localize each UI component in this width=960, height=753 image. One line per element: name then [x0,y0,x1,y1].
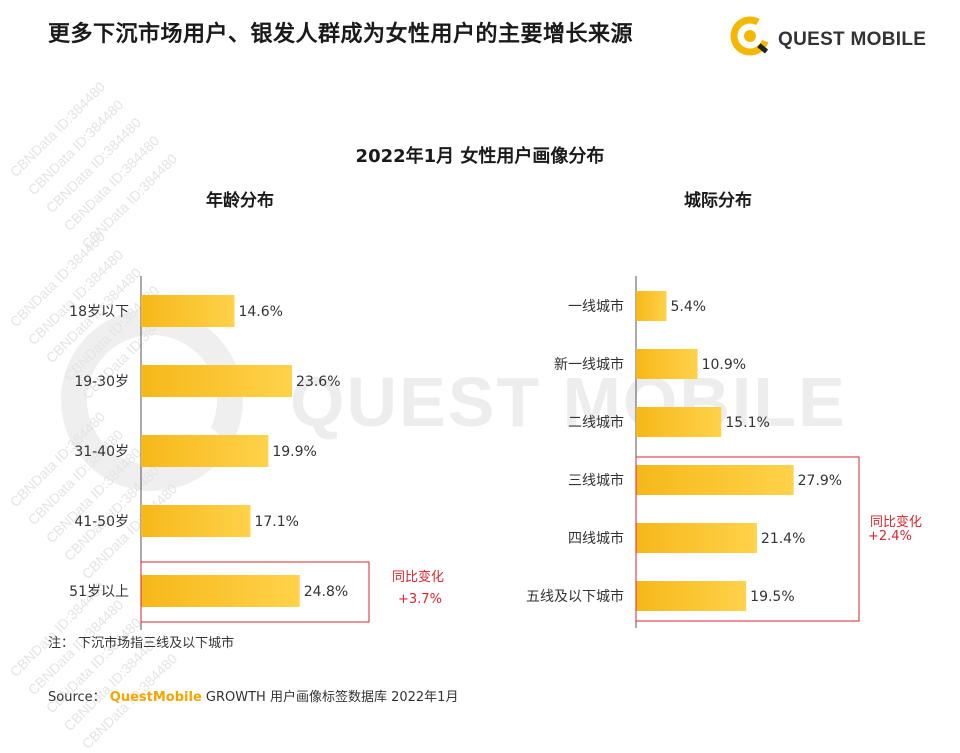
value-label: 23.6% [296,374,340,390]
logo-text: QUEST MOBILE [778,29,927,50]
bar [141,505,251,537]
age-yoy-label: 同比变化 [392,570,445,585]
bar [636,291,667,321]
category-label: 四线城市 [568,530,624,547]
logo-icon [730,16,770,56]
city-bar-chart: 一线城市 5.4% 新一线城市 10.9% 二线城市 15.1% 三线城市 27.9% 四线城市… [526,276,860,628]
value-label: 5.4% [671,299,707,315]
bar [636,349,698,379]
value-label: 15.1% [725,415,769,431]
value-label: 19.9% [272,444,316,460]
category-label: 31-40岁 [74,444,129,460]
page-title: 更多下沉市场用户、银发人群成为女性用户的主要增长来源 [48,22,634,47]
bar [636,465,794,495]
bar [141,575,300,607]
watermark-quest-mobile: QUEST MOBILE [290,363,847,441]
category-label: 41-50岁 [74,514,129,530]
value-label: 19.5% [750,589,794,605]
highlight-box [635,456,860,622]
quest-mobile-logo: QUEST MOBILE [728,12,928,62]
source-line: Source： QuestMobile GROWTH 用户画像标签数据库 202… [48,686,458,705]
bar [636,523,757,553]
category-label: 新一线城市 [554,356,624,373]
city-yoy-label: 同比变化 [870,515,923,530]
category-label: 19-30岁 [74,374,129,390]
value-label: 17.1% [254,514,298,530]
category-label: 一线城市 [568,298,624,315]
bar [141,295,235,327]
bar [141,435,269,467]
value-label: 21.4% [761,531,805,547]
category-label: 18岁以下 [69,304,129,320]
city-yoy-value: +2.4% [868,529,912,544]
category-label: 二线城市 [568,414,624,431]
category-label: 51岁以上 [69,584,129,600]
category-label: 五线及以下城市 [526,588,624,605]
age-chart-title: 年龄分布 [206,191,274,211]
bar [141,365,293,397]
value-label: 27.9% [798,473,842,489]
value-label: 10.9% [702,357,746,373]
chart-main-title: 2022年1月 女性用户画像分布 [355,146,605,167]
bar [636,581,747,611]
charts-canvas: 18岁以下 14.6% 19-30岁 23.6% 31-40岁 19.9% 41-50岁 17… [69,276,860,630]
city-chart-title: 城际分布 [684,191,752,211]
age-yoy-value: +3.7% [398,592,442,607]
source-description: GROWTH 用户画像标签数据库 2022年1月 [205,690,459,705]
value-label: 24.8% [304,584,348,600]
value-label: 14.6% [238,304,282,320]
category-label: 三线城市 [568,472,624,489]
age-bar-chart: 18岁以下 14.6% 19-30岁 23.6% 31-40岁 19.9% 41-50岁 17… [69,276,370,630]
bar [636,407,722,437]
source-brand: QuestMobile [109,690,202,705]
footnote: 注： 下沉市场指三线及以下城市 [48,636,235,651]
source-label: Source： [48,690,106,705]
highlight-box [140,561,370,623]
